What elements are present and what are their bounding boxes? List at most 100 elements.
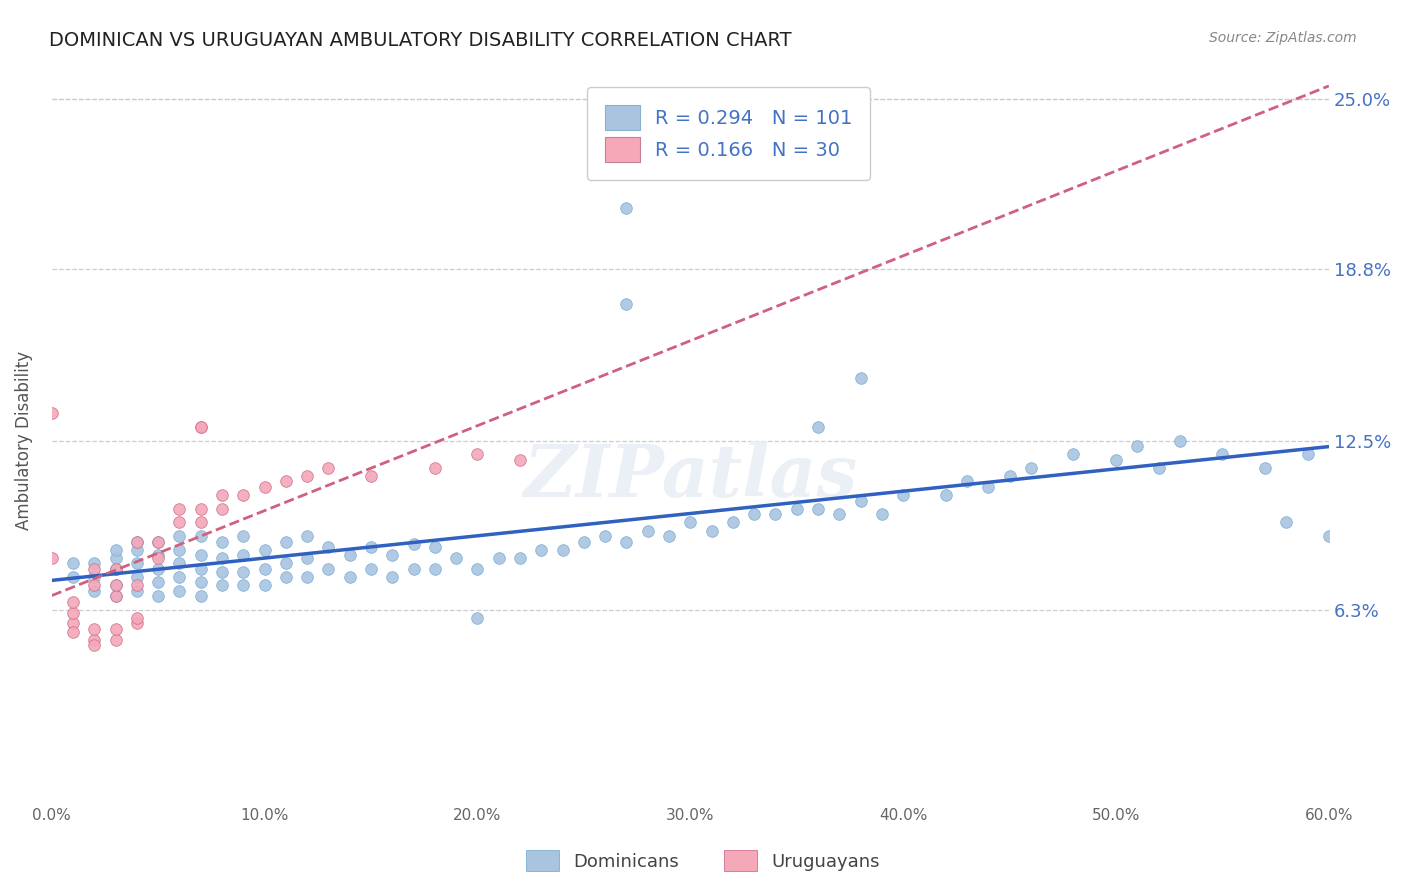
Point xyxy=(169,570,191,584)
Point xyxy=(274,475,297,489)
Legend: R = 0.294   N = 101, R = 0.166   N = 30: R = 0.294 N = 101, R = 0.166 N = 30 xyxy=(588,87,870,180)
Point xyxy=(807,501,830,516)
Point xyxy=(1019,460,1042,475)
Point xyxy=(211,578,233,592)
Point xyxy=(104,589,127,603)
Legend: Dominicans, Uruguayans: Dominicans, Uruguayans xyxy=(519,843,887,879)
Point xyxy=(148,548,170,562)
Point xyxy=(742,508,765,522)
Point xyxy=(274,534,297,549)
Point xyxy=(593,529,616,543)
Point xyxy=(530,542,553,557)
Point xyxy=(232,529,254,543)
Point xyxy=(104,622,127,636)
Point xyxy=(62,606,84,620)
Point xyxy=(467,447,489,461)
Point xyxy=(148,550,170,565)
Point xyxy=(169,583,191,598)
Point xyxy=(148,534,170,549)
Point xyxy=(935,488,957,502)
Point xyxy=(679,516,702,530)
Point xyxy=(721,516,744,530)
Point xyxy=(977,480,1000,494)
Point xyxy=(83,583,105,598)
Point xyxy=(148,534,170,549)
Point xyxy=(423,460,446,475)
Point xyxy=(1126,439,1149,453)
Point xyxy=(83,570,105,584)
Point xyxy=(211,501,233,516)
Point xyxy=(637,524,659,538)
Text: Source: ZipAtlas.com: Source: ZipAtlas.com xyxy=(1209,31,1357,45)
Point xyxy=(444,550,467,565)
Point xyxy=(402,562,425,576)
Point xyxy=(551,542,574,557)
Point xyxy=(295,529,318,543)
Text: ZIPatlas: ZIPatlas xyxy=(523,442,858,512)
Point xyxy=(83,622,105,636)
Point xyxy=(274,570,297,584)
Point xyxy=(62,594,84,608)
Point xyxy=(807,420,830,434)
Point xyxy=(125,570,148,584)
Point xyxy=(616,202,638,216)
Point xyxy=(658,529,681,543)
Point xyxy=(62,557,84,571)
Point xyxy=(891,488,914,502)
Point xyxy=(169,557,191,571)
Point xyxy=(190,575,212,590)
Point xyxy=(104,632,127,647)
Point xyxy=(190,501,212,516)
Point xyxy=(318,540,340,554)
Point xyxy=(870,508,893,522)
Point xyxy=(381,548,404,562)
Point xyxy=(190,548,212,562)
Point xyxy=(1275,516,1298,530)
Point xyxy=(125,616,148,631)
Point xyxy=(169,501,191,516)
Point xyxy=(125,534,148,549)
Point xyxy=(169,529,191,543)
Point xyxy=(423,540,446,554)
Point xyxy=(62,570,84,584)
Point xyxy=(41,406,63,420)
Point xyxy=(190,562,212,576)
Point xyxy=(509,452,531,467)
Point xyxy=(148,562,170,576)
Point xyxy=(616,534,638,549)
Point xyxy=(616,297,638,311)
Point xyxy=(295,570,318,584)
Point xyxy=(104,578,127,592)
Point xyxy=(83,578,105,592)
Point xyxy=(1062,447,1084,461)
Point xyxy=(83,557,105,571)
Point xyxy=(190,420,212,434)
Point xyxy=(83,632,105,647)
Point xyxy=(295,550,318,565)
Point xyxy=(190,420,212,434)
Point xyxy=(700,524,723,538)
Point xyxy=(467,611,489,625)
Point xyxy=(232,548,254,562)
Point xyxy=(1296,447,1319,461)
Point xyxy=(318,562,340,576)
Point xyxy=(104,542,127,557)
Point xyxy=(169,542,191,557)
Point xyxy=(572,534,595,549)
Point xyxy=(190,529,212,543)
Point xyxy=(1317,529,1340,543)
Point xyxy=(83,562,105,576)
Point xyxy=(765,508,787,522)
Point xyxy=(232,488,254,502)
Point xyxy=(104,578,127,592)
Point xyxy=(125,583,148,598)
Point xyxy=(125,542,148,557)
Point xyxy=(402,537,425,551)
Point xyxy=(274,557,297,571)
Point xyxy=(83,638,105,652)
Point xyxy=(360,540,382,554)
Point xyxy=(253,578,276,592)
Point xyxy=(998,469,1021,483)
Point xyxy=(360,469,382,483)
Point xyxy=(381,570,404,584)
